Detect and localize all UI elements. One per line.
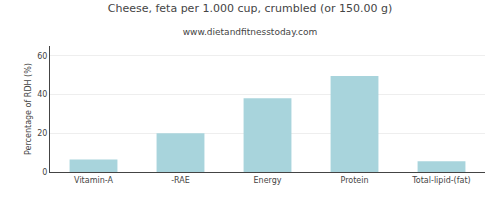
svg-text:Cheese, feta per 1.000 cup, cr: Cheese, feta per 1.000 cup, crumbled (or… — [108, 2, 392, 15]
svg-text:20: 20 — [37, 129, 47, 138]
svg-text:60: 60 — [37, 51, 47, 60]
svg-text:-RAE: -RAE — [171, 176, 190, 185]
svg-text:Energy: Energy — [253, 176, 281, 185]
svg-text:Protein: Protein — [340, 176, 368, 185]
svg-text:40: 40 — [37, 90, 47, 99]
svg-text:Percentage of RDH (%): Percentage of RDH (%) — [24, 63, 33, 155]
svg-text:www.dietandfitnesstoday.com: www.dietandfitnesstoday.com — [183, 27, 318, 37]
svg-text:0: 0 — [42, 168, 47, 177]
svg-text:Total-lipid-(fat): Total-lipid-(fat) — [411, 176, 470, 185]
svg-text:Vitamin-A: Vitamin-A — [74, 176, 113, 185]
